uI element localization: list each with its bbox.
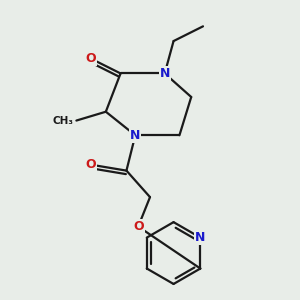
Text: N: N <box>130 129 140 142</box>
Text: O: O <box>86 52 96 65</box>
Text: CH₃: CH₃ <box>52 116 74 126</box>
Text: O: O <box>133 220 143 233</box>
Text: N: N <box>195 231 206 244</box>
Text: N: N <box>160 67 170 80</box>
Text: O: O <box>86 158 96 171</box>
